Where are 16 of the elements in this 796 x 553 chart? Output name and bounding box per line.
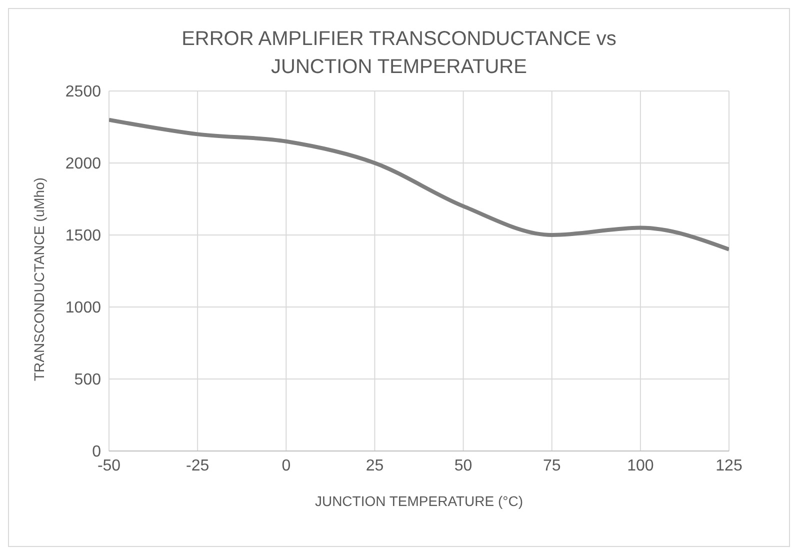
x-tick-label: 75 <box>542 457 561 474</box>
x-tick-label: 100 <box>627 457 654 474</box>
y-tick-label: 2000 <box>65 156 102 173</box>
x-tick-label: 25 <box>366 457 384 474</box>
y-tick-label: 2500 <box>65 84 102 101</box>
y-tick-label: 1000 <box>65 300 102 317</box>
x-tick-label: 0 <box>282 457 291 474</box>
x-tick-label: -25 <box>186 457 210 474</box>
y-tick-label: 500 <box>74 372 102 389</box>
y-tick-label: 1500 <box>65 228 102 245</box>
y-axis-title: TRANSCONDUCTANCE (uMho) <box>30 177 47 381</box>
x-axis-title: JUNCTION TEMPERATURE (°C) <box>314 493 524 509</box>
x-tick-label: 50 <box>454 457 472 474</box>
chart-title: ERROR AMPLIFIER TRANSCONDUCTANCE vs JUNCTION TEMPERATURE <box>180 27 618 80</box>
line-series <box>109 118 729 252</box>
x-tick-label: 125 <box>716 457 742 474</box>
